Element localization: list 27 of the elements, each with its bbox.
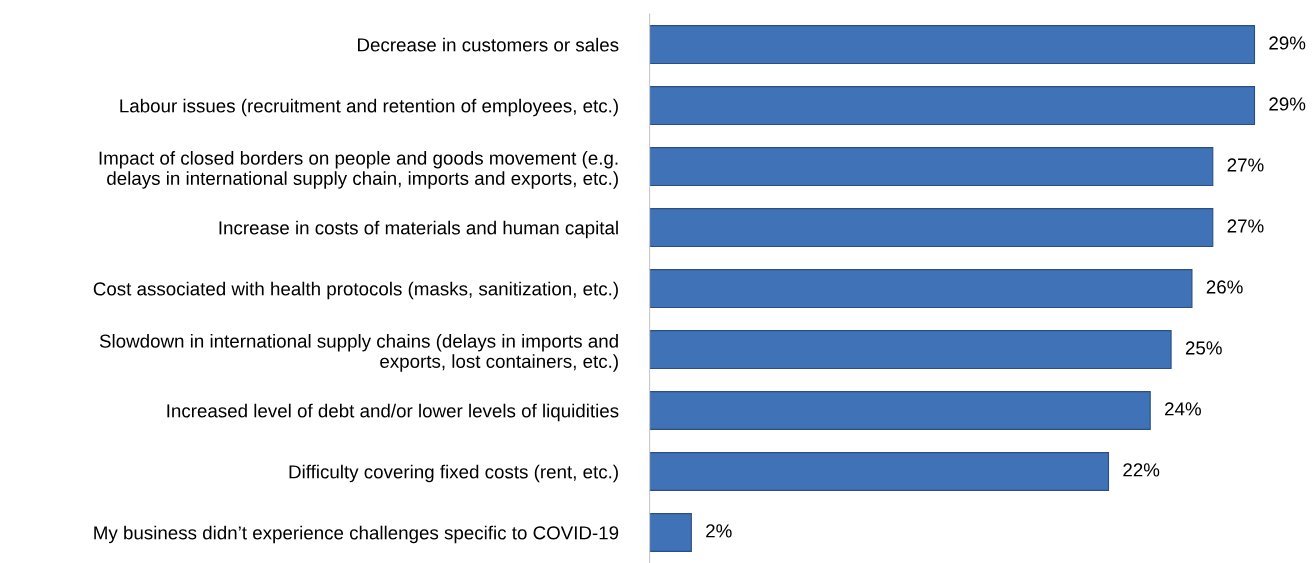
data-label: 26% xyxy=(1206,280,1243,294)
y-tick-label: Increased level of debt and/or lower levels of liquidities xyxy=(167,403,619,422)
bar xyxy=(649,391,1151,430)
data-label: 22% xyxy=(1123,463,1160,477)
y-tick-label: Increase in costs of materials and human capital xyxy=(219,220,618,239)
bar xyxy=(649,269,1193,308)
data-label: 29% xyxy=(1269,36,1306,50)
y-tick-label: Labour issues (recruitment and retention of employees, etc.) xyxy=(120,98,618,117)
data-label: 2% xyxy=(706,524,732,538)
y-tick-label: Slowdown in international supply chains (delays in imports and exports, lost containers, etc.) xyxy=(99,334,618,372)
bar xyxy=(649,86,1256,126)
y-tick-label: Impact of closed borders on people and goods movement (e.g. delays in international supply chain, imports and exports, etc.) xyxy=(99,151,618,189)
bar xyxy=(649,513,692,552)
data-label: 27% xyxy=(1227,158,1264,172)
data-label: 29% xyxy=(1269,97,1306,111)
y-tick-label: Cost associated with health protocols (masks, sanitization, etc.) xyxy=(93,281,618,300)
bar xyxy=(649,25,1256,65)
y-tick-label: Difficulty covering fixed costs (rent, etc.) xyxy=(289,464,618,483)
y-tick-label: My business didn’t experience challenges specific to COVID-19 xyxy=(94,525,619,544)
bar xyxy=(649,147,1214,187)
data-label: 25% xyxy=(1185,341,1222,355)
bar xyxy=(649,452,1110,491)
y-tick-label: Decrease in customers or sales xyxy=(358,37,619,52)
bar xyxy=(649,330,1172,369)
bar xyxy=(649,208,1214,248)
data-label: 27% xyxy=(1227,219,1264,233)
data-label: 24% xyxy=(1165,402,1201,416)
